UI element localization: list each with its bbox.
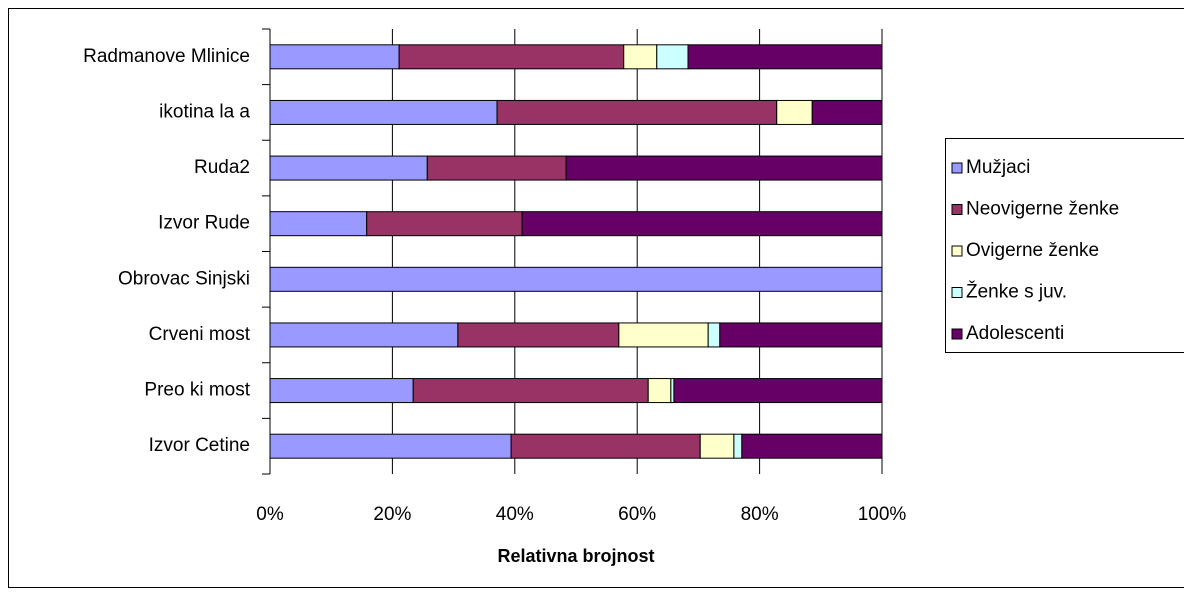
bar-segment	[269, 155, 428, 181]
bar-segment	[521, 211, 883, 237]
legend-label: Ovigerne ženke	[966, 240, 1099, 261]
bar-segment	[269, 44, 400, 70]
x-tick-label: 40%	[496, 504, 534, 525]
legend-swatch	[951, 245, 963, 257]
bar-segment	[618, 322, 709, 348]
y-tick-label: Obrovac Sinjski	[118, 268, 250, 289]
x-tick-label: 60%	[618, 504, 656, 525]
legend-box	[945, 138, 1184, 353]
bar-segment	[398, 44, 625, 70]
bar-segment	[366, 211, 523, 237]
bar-segment	[269, 266, 883, 292]
bar-segment	[673, 378, 883, 404]
x-tick-label: 20%	[373, 504, 411, 525]
y-tick-label: Izvor Cetine	[149, 435, 250, 456]
bar-segment	[707, 322, 721, 348]
x-tick-label: 100%	[858, 504, 907, 525]
legend-swatch	[951, 328, 963, 340]
y-tick-label: Crveni most	[149, 324, 251, 345]
bar-segment	[623, 44, 658, 70]
y-tick-label: ikotina la a	[159, 101, 250, 122]
bar-segment	[741, 433, 883, 459]
bar-segment	[699, 433, 735, 459]
x-tick-label: 0%	[256, 504, 284, 525]
bar-segment	[565, 155, 883, 181]
bar-segment	[496, 99, 778, 125]
legend-swatch	[951, 287, 963, 298]
bar-segment	[269, 211, 368, 237]
bar-segment	[687, 44, 883, 70]
bar-segment	[811, 99, 883, 125]
bar-segment	[269, 322, 459, 348]
y-tick-label: Preo ki most	[144, 380, 250, 401]
bar-segment	[733, 433, 743, 459]
bar-segment	[656, 44, 689, 70]
bar-segment	[269, 99, 498, 125]
bar-segment	[269, 433, 512, 459]
y-tick-label: Radmanove Mlinice	[83, 46, 250, 67]
legend-label: Neovigerne ženke	[966, 199, 1119, 220]
bar-segment	[426, 155, 567, 181]
legend-label: Adolescenti	[966, 323, 1064, 344]
legend-label: Mužjaci	[966, 157, 1030, 178]
bar-segment	[719, 322, 883, 348]
legend-swatch	[951, 162, 963, 174]
x-tick-label: 80%	[741, 504, 779, 525]
bar-segment	[776, 99, 813, 125]
y-tick-label: Ruda2	[194, 157, 250, 178]
y-tick-label: Izvor Rude	[158, 213, 250, 234]
bar-segment	[647, 378, 672, 404]
legend-swatch	[951, 204, 963, 215]
bar-segment	[510, 433, 701, 459]
x-axis-title: Relativna brojnost	[497, 546, 654, 566]
bar-segment	[412, 378, 649, 404]
bar-segment	[457, 322, 620, 348]
bar-segment	[269, 378, 414, 404]
legend-label: Ženke s juv.	[966, 281, 1067, 303]
